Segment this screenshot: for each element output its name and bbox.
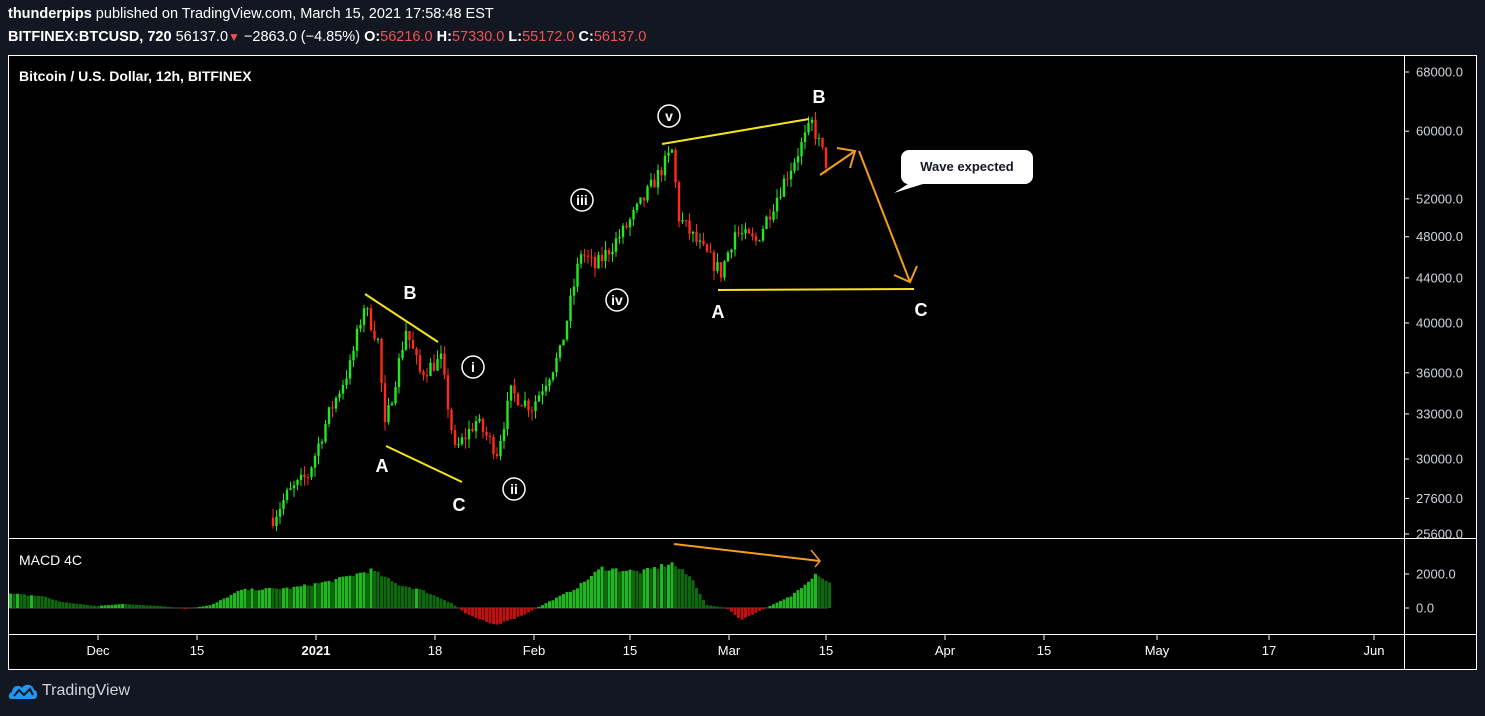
- macd-tick-label: 0.0: [1416, 601, 1434, 616]
- macd-histogram: [9, 562, 831, 625]
- time-tick-label: 15: [190, 643, 204, 658]
- macd-axis: 2000.0 0.0: [1404, 567, 1456, 616]
- symbol-label: BITFINEX:BTCUSD, 720: [8, 29, 172, 45]
- price-tick-label: 30000.0: [1416, 451, 1463, 466]
- author-name[interactable]: thunderpips: [8, 6, 92, 22]
- time-tick-label: Apr: [935, 643, 956, 658]
- close-label: C:: [578, 29, 594, 45]
- time-tick-label: Mar: [718, 643, 741, 658]
- open-value: 56216.0: [380, 29, 433, 45]
- wave-label[interactable]: iii: [576, 192, 588, 208]
- high-value: 57330.0: [451, 29, 505, 45]
- macd-tick-label: 2000.0: [1416, 567, 1456, 582]
- trendline-b[interactable]: [364, 293, 439, 343]
- wave-label[interactable]: iv: [611, 292, 623, 308]
- last-price: 56137.0: [175, 29, 229, 45]
- pane-title: Bitcoin / U.S. Dollar, 12h, BITFINEX: [19, 68, 252, 84]
- time-tick-label: 2021: [302, 643, 331, 658]
- arrow-down-head-icon: [893, 265, 918, 284]
- price-tick-label: 36000.0: [1416, 365, 1463, 380]
- time-tick-label: Feb: [523, 643, 545, 658]
- price-change: −2863.0 (−4.85%): [243, 29, 361, 45]
- time-tick-label: 17: [1262, 643, 1276, 658]
- callout-bubble: [894, 150, 1033, 193]
- wave-label[interactable]: v: [665, 108, 673, 124]
- price-tick-label: 33000.0: [1416, 406, 1463, 421]
- trendline-ac[interactable]: [385, 445, 463, 483]
- callout-text: Wave expected: [920, 159, 1014, 174]
- trendline-a-c[interactable]: [717, 288, 915, 291]
- macd-divergence-line[interactable]: [673, 543, 821, 562]
- trendline-v-b[interactable]: [661, 118, 810, 145]
- time-tick-label: 18: [428, 643, 442, 658]
- chart-frame[interactable]: [8, 55, 1477, 670]
- projection-arrows[interactable]: [673, 147, 918, 568]
- price-tick-label: 60000.0: [1416, 124, 1463, 139]
- arrow-down[interactable]: [858, 150, 911, 283]
- wave-label[interactable]: A: [376, 456, 389, 476]
- price-tick-label: 48000.0: [1416, 229, 1463, 244]
- low-value: 55172.0: [522, 29, 575, 45]
- price-tick-label: 52000.0: [1416, 191, 1463, 206]
- wave-label[interactable]: B: [813, 87, 826, 107]
- tradingview-logo[interactable]: TradingView: [8, 681, 130, 701]
- down-triangle-icon: ▼: [228, 30, 240, 44]
- trendlines[interactable]: [364, 118, 915, 483]
- indicator-title[interactable]: MACD 4C: [19, 552, 82, 568]
- low-label: L:: [508, 29, 523, 45]
- publish-text: published on TradingView.com, March 15, …: [91, 6, 494, 22]
- time-tick-label: 15: [819, 643, 833, 658]
- time-tick-label: May: [1145, 643, 1170, 658]
- price-tick-label: 44000.0: [1416, 270, 1463, 285]
- wave-label[interactable]: A: [712, 302, 725, 322]
- time-axis[interactable]: Dec 15 2021 18 Feb 15 Mar 15 Apr 15 May 17 Jun: [86, 635, 1384, 658]
- publish-info: thunderpips published on TradingView.com…: [8, 6, 494, 22]
- price-tick-label: 68000.0: [1416, 65, 1463, 80]
- wave-expected-callout[interactable]: Wave expected: [894, 150, 1033, 193]
- time-tick-label: 15: [623, 643, 637, 658]
- price-tick-label: 27600.0: [1416, 491, 1463, 506]
- arrow-up-head-icon: [836, 147, 857, 169]
- time-tick-label: 15: [1037, 643, 1051, 658]
- wave-label[interactable]: B: [404, 283, 417, 303]
- wave-label[interactable]: C: [453, 495, 466, 515]
- arrow-up[interactable]: [819, 150, 856, 176]
- brand-name: TradingView: [42, 682, 131, 699]
- wave-label[interactable]: C: [915, 300, 928, 320]
- macd-arrow-head-icon: [810, 549, 821, 568]
- price-axis[interactable]: 68000.0 60000.0 52000.0 48000.0 44000.0 40000…: [1404, 65, 1463, 542]
- wave-label[interactable]: ii: [510, 481, 518, 497]
- candlestick-series: [271, 111, 828, 532]
- price-tick-label: 40000.0: [1416, 315, 1463, 330]
- tradingview-cloud-icon: [8, 684, 37, 699]
- open-label: O:: [364, 29, 381, 45]
- time-tick-label: Dec: [86, 643, 110, 658]
- wave-label[interactable]: i: [471, 359, 475, 375]
- high-label: H:: [436, 29, 452, 45]
- close-value: 56137.0: [593, 29, 647, 45]
- symbol-info: BITFINEX:BTCUSD, 720 56137.0▼ −2863.0 (−…: [8, 29, 646, 45]
- price-tick-label: 25600.0: [1416, 527, 1463, 542]
- time-tick-label: Jun: [1364, 643, 1385, 658]
